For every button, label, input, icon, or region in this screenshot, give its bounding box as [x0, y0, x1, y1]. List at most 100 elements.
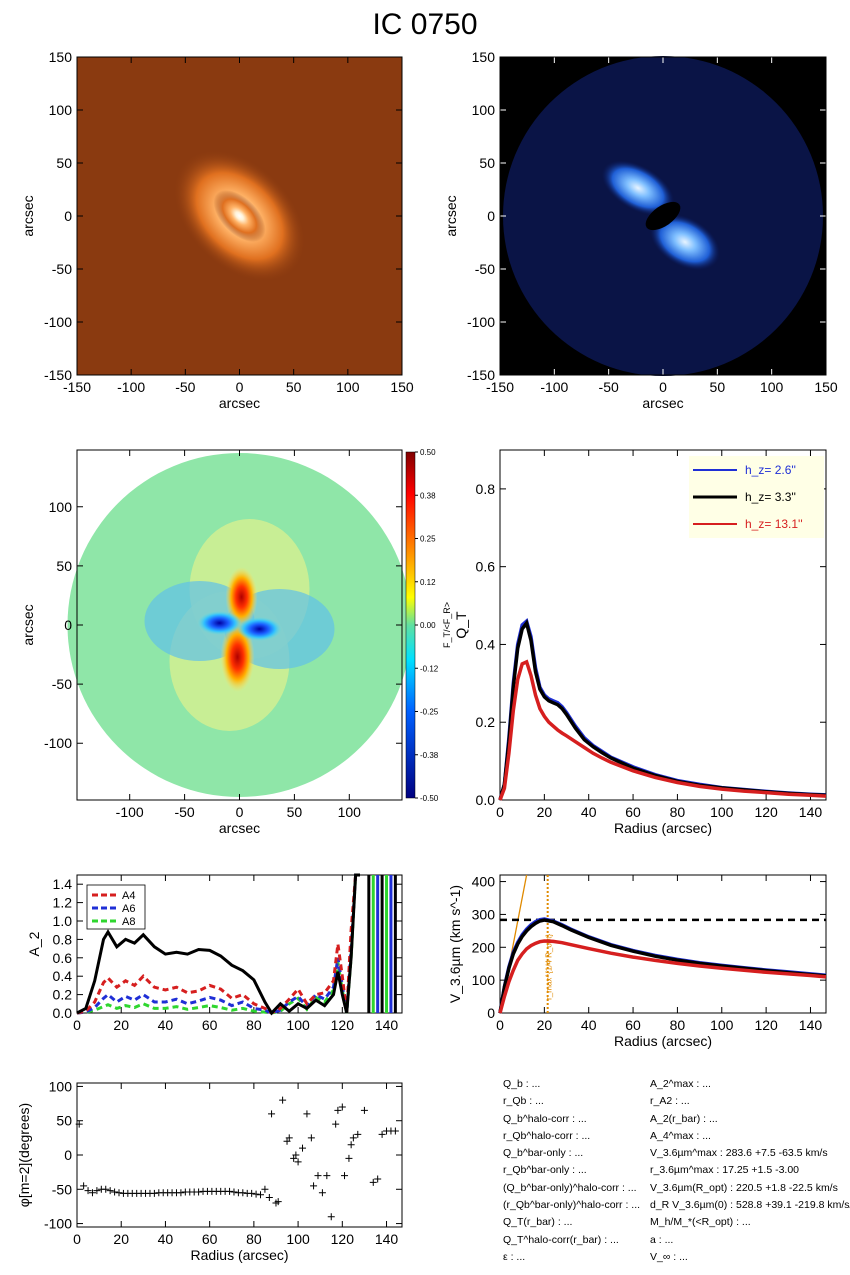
image-3p6um-ytick-label: -150 — [44, 367, 72, 383]
fourier-legend-label: A6 — [122, 903, 135, 915]
phase-point — [369, 1178, 377, 1186]
rotation-curve-xtick-label: 20 — [537, 1017, 553, 1033]
rotation-curve-xlabel: Radius (arcsec) — [614, 1033, 712, 1049]
phase-profile-ylabel: φ[m=2](degrees) — [16, 1103, 32, 1207]
residual-image-ytick-label: -150 — [467, 367, 495, 383]
residual-image-xtick-label: 0 — [659, 379, 667, 395]
phase-profile-xtick-label: 80 — [246, 1231, 262, 1247]
residual-lobe-lower — [649, 213, 721, 271]
qt-profile-xlabel: Radius (arcsec) — [614, 820, 712, 836]
phase-point — [314, 1172, 322, 1180]
phase-point — [195, 1188, 203, 1196]
force-ratio-map-xtick-label: -50 — [174, 804, 194, 820]
stats-row: A_4^max : ... — [650, 1129, 711, 1142]
rotation-series-1 — [498, 918, 827, 1014]
fourier-legend-label: A8 — [122, 916, 135, 928]
rotation-curve-xtick-label: 0 — [496, 1017, 504, 1033]
phase-point — [310, 1182, 318, 1190]
stats-row: Q_b : ... — [503, 1078, 541, 1090]
image-3p6um-xtick-label: 150 — [390, 379, 414, 395]
phase-profile-xlabel: Radius (arcsec) — [190, 1247, 288, 1263]
colorbar-tick-label: 0.00 — [420, 621, 436, 630]
qt-profile-xtick-label: 120 — [754, 804, 778, 820]
colorbar-tick-label: 0.38 — [420, 491, 436, 500]
colorbar-label: F_T/<F_R> — [442, 602, 452, 648]
phase-point — [332, 1120, 340, 1128]
force-ratio-map-xtick-label: 0 — [236, 804, 244, 820]
residual-image-ytick-label: 100 — [472, 102, 496, 118]
stats-row: r_3.6µm^max : 17.25 +1.5 -3.00 — [650, 1164, 800, 1177]
fourier-amplitudes-xtick-label: 60 — [202, 1017, 218, 1033]
qt-profile-ytick-label: 0.6 — [476, 559, 496, 575]
phase-point — [265, 1194, 273, 1202]
force-ratio-map-ytick-label: -100 — [44, 735, 72, 751]
phase-point — [292, 1151, 300, 1159]
force-map-red-lobe-lower — [220, 622, 255, 692]
phase-profile-frame — [76, 1082, 403, 1228]
phase-point — [327, 1213, 335, 1221]
phase-point — [374, 1175, 382, 1183]
force-ratio-map-ytick-label: 0 — [64, 617, 72, 633]
residual-image-ytick-label: -100 — [467, 314, 495, 330]
residual-image-xtick-label: -50 — [599, 379, 619, 395]
fourier-series-a4 — [76, 873, 360, 1015]
phase-point — [93, 1187, 101, 1195]
fourier-amplitudes-ylabel: A_2 — [26, 931, 42, 956]
image-3p6um-frame — [76, 56, 403, 376]
force-ratio-map-frame — [76, 449, 403, 801]
force-ratio-map-xtick-label: -100 — [116, 804, 144, 820]
stats-row: ε : ... — [503, 1250, 526, 1263]
stats-row: V_3.6µm^max : 283.6 +7.5 -63.5 km/s — [650, 1147, 828, 1160]
rotation-curve-ytick-label: 400 — [472, 874, 496, 890]
fourier-amplitudes-xtick-label: 0 — [73, 1017, 81, 1033]
residual-image-xlabel: arcsec — [642, 395, 683, 411]
phase-point — [360, 1106, 368, 1114]
force-map-lobes — [144, 519, 335, 731]
qt-profile-ylabel: Q_T — [453, 611, 469, 639]
stats-row: r_A2 : ... — [650, 1095, 690, 1108]
phase-point — [391, 1127, 399, 1135]
residual-image-xtick-label: 100 — [760, 379, 784, 395]
residual-image-ytick-label: 50 — [479, 155, 495, 171]
phase-point — [226, 1187, 234, 1195]
phase-point — [349, 1134, 357, 1142]
phase-point — [88, 1189, 96, 1197]
rotation-curve-xtick-label: 40 — [581, 1017, 597, 1033]
residual-image-xtick-label: -150 — [486, 379, 514, 395]
force-ratio-map-ytick-label: 50 — [56, 558, 72, 574]
force-ratio-map-ylabel: arcsec — [20, 604, 36, 645]
qt-profile-xtick-label: 100 — [710, 804, 734, 820]
colorbar-tick-label: -0.25 — [420, 708, 439, 717]
residual-core-shadow — [645, 201, 681, 231]
phase-point — [261, 1185, 269, 1193]
qt-profile-frame — [499, 449, 827, 801]
phase-point — [323, 1172, 331, 1180]
image-3p6um-ytick-label: 100 — [49, 102, 73, 118]
image-3p6um-ytick-label: -50 — [52, 261, 72, 277]
phase-profile-xtick-label: 120 — [331, 1231, 355, 1247]
phase-point — [252, 1190, 260, 1198]
phase-point — [230, 1188, 238, 1196]
rotation-series-2 — [498, 939, 827, 1014]
rotation-curve-ylabel: V_3.6µm (km s^-1) — [447, 885, 463, 1003]
phase-point — [294, 1158, 302, 1166]
fourier-amplitudes-frame — [76, 874, 403, 1014]
stats-row: V_∞ : ... — [650, 1250, 688, 1263]
fourier-legend-label: A4 — [122, 890, 135, 902]
force-map-red-lobe-upper — [225, 567, 258, 627]
force-ratio-map-xtick-label: 50 — [287, 804, 303, 820]
fourier-amplitudes-xtick-label: 20 — [113, 1017, 129, 1033]
qt-legend-label: h_z= 3.3'' — [745, 490, 796, 504]
fourier-series-a2 — [76, 873, 360, 1016]
residual-image-ylabel: arcsec — [443, 195, 459, 236]
qt-profile-ytick-label: 0.0 — [476, 792, 496, 808]
stats-row: (Q_b^bar-only)^halo-corr : ... — [503, 1181, 637, 1194]
qt-series-2 — [498, 659, 827, 801]
rotation-curve-xtick-label: 100 — [710, 1017, 734, 1033]
phase-point — [248, 1189, 256, 1197]
phase-point — [80, 1182, 88, 1190]
force-map-blue-lobe-right — [237, 617, 282, 641]
residual-image-ytick-label: 150 — [472, 49, 496, 65]
residual-lobe-upper — [601, 160, 675, 216]
rotation-curve-ytick-label: 200 — [472, 939, 496, 955]
